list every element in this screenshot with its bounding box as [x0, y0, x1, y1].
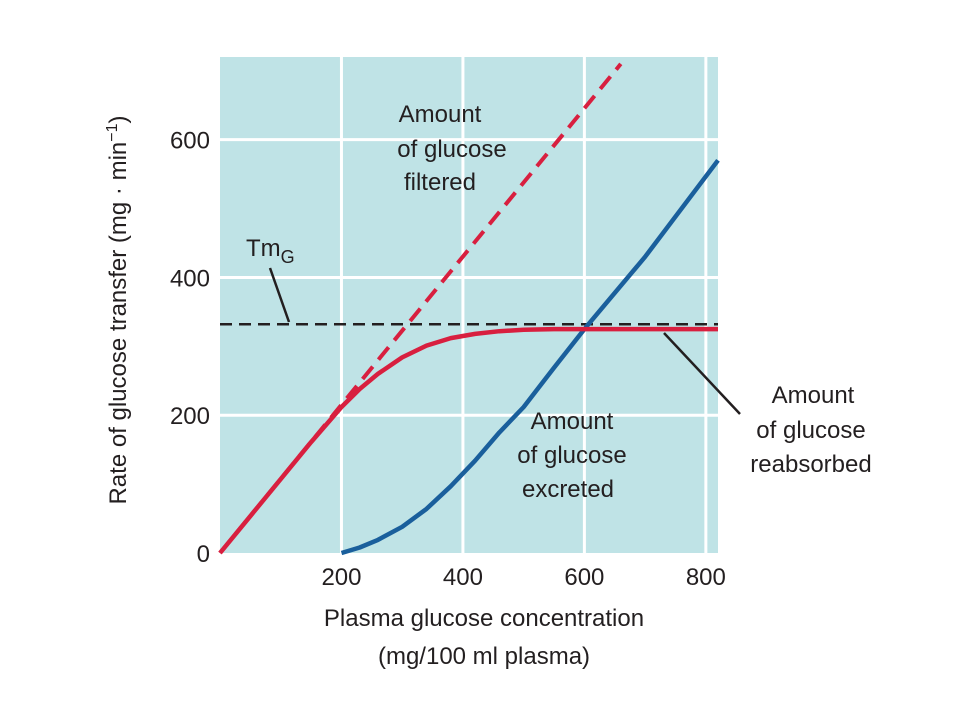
- annotation-tm-main: Tm: [246, 235, 281, 262]
- annotation-reabsorbed-2: of glucose: [756, 417, 865, 444]
- annotation-filtered-1: Amount: [399, 101, 482, 128]
- series-line-reabsorbed: [218, 326, 718, 555]
- annotation-reabsorbed-3: reabsorbed: [750, 451, 871, 478]
- y-tick-labels: 0 200 400 600: [170, 128, 210, 568]
- y-tick-label-400: 400: [170, 265, 210, 292]
- y-tick-label-0: 0: [197, 541, 210, 568]
- y-axis-title-close: ): [105, 115, 132, 123]
- x-tick-label-200: 200: [321, 564, 361, 591]
- x-tick-label-400: 400: [443, 564, 483, 591]
- y-axis-title-text: Rate of glucose transfer (mg · min: [105, 142, 132, 505]
- annotation-excreted-1: Amount: [531, 408, 614, 435]
- x-tick-label-600: 600: [564, 564, 604, 591]
- annotation-filtered-2: of glucose: [397, 136, 506, 163]
- annotation-filtered-3: filtered: [404, 169, 476, 196]
- y-axis-title: Rate of glucose transfer (mg · min−1): [104, 115, 132, 504]
- plot-background: [220, 57, 718, 553]
- x-tick-label-800: 800: [686, 564, 726, 591]
- series-layer: [218, 62, 720, 556]
- annotation-tm-sub: G: [281, 247, 295, 267]
- reabsorbed-leader-line: [663, 332, 741, 415]
- annotation-leaders: [268, 267, 741, 415]
- y-axis-title-sup: −1: [104, 123, 121, 141]
- annotation-tm: TmG: [246, 235, 295, 267]
- x-axis-title-line1: Plasma glucose concentration: [324, 605, 644, 632]
- annotation-excreted-3: excreted: [522, 476, 614, 503]
- x-tick-labels: 200 400 600 800: [321, 564, 725, 591]
- y-tick-label-200: 200: [170, 403, 210, 430]
- annotation-reabsorbed-1: Amount: [772, 382, 855, 409]
- y-tick-label-600: 600: [170, 128, 210, 155]
- grid-lines: [220, 57, 718, 553]
- annotation-excreted-2: of glucose: [517, 442, 626, 469]
- tm-leader-line: [268, 267, 291, 323]
- x-axis-title-line2: (mg/100 ml plasma): [378, 643, 590, 670]
